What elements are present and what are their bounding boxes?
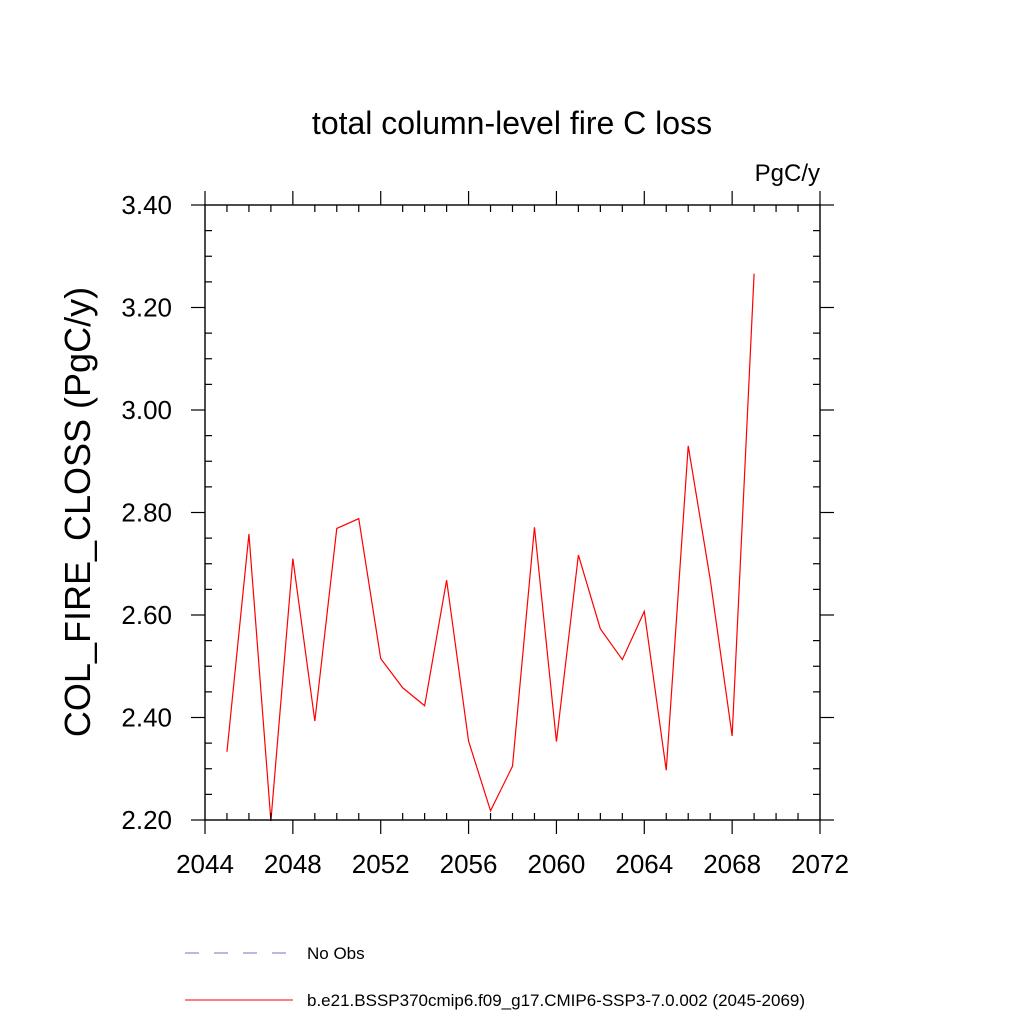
- x-tick-label: 2056: [440, 849, 498, 879]
- x-tick-label: 2060: [528, 849, 586, 879]
- x-tick-label: 2052: [352, 849, 410, 879]
- y-tick-label: 2.80: [121, 498, 172, 528]
- x-tick-label: 2048: [264, 849, 322, 879]
- x-tick-label: 2072: [791, 849, 849, 879]
- series-line: [226, 273, 755, 822]
- plot-frame: [204, 204, 821, 821]
- x-tick-label: 2068: [703, 849, 761, 879]
- y-tick-label: 3.00: [121, 395, 172, 425]
- y-tick-label: 2.40: [121, 703, 172, 733]
- y-tick-label: 3.40: [121, 190, 172, 220]
- plot-area: [226, 273, 755, 822]
- legend-label: b.e21.BSSP370cmip6.f09_g17.CMIP6-SSP3-7.…: [307, 991, 805, 1010]
- y-tick-label: 2.20: [121, 805, 172, 835]
- units-label: PgC/y: [755, 160, 820, 187]
- chart-title: total column-level fire C loss: [312, 105, 712, 141]
- y-tick-label: 3.20: [121, 293, 172, 323]
- legend: No Obs b.e21.BSSP370cmip6.f09_g17.CMIP6-S…: [185, 944, 805, 1010]
- axes-ticks: 2044 2048 2052 2056 2060 2064 2068 2072 2.20 2.40…: [121, 190, 849, 879]
- x-tick-label: 2044: [176, 849, 234, 879]
- x-tick-label: 2064: [615, 849, 673, 879]
- y-tick-label: 2.60: [121, 600, 172, 630]
- legend-label: No Obs: [307, 944, 365, 963]
- y-axis-label: COL_FIRE_CLOSS (PgC/y): [57, 287, 98, 737]
